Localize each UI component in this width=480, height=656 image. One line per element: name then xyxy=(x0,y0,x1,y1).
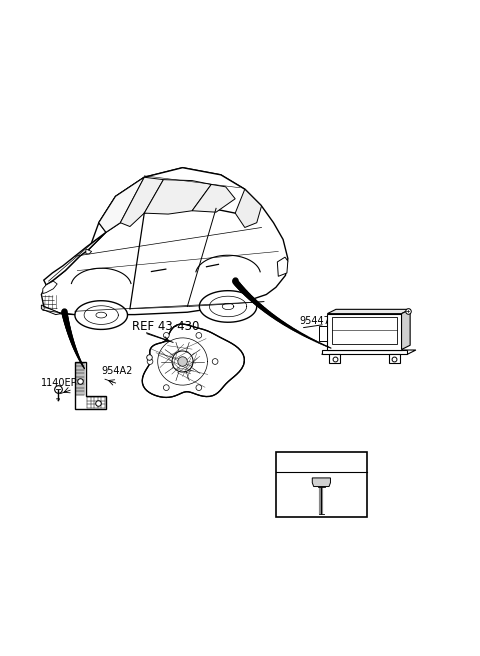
Bar xyxy=(276,453,367,517)
Polygon shape xyxy=(199,291,257,322)
Polygon shape xyxy=(147,359,153,364)
Polygon shape xyxy=(212,359,218,364)
Polygon shape xyxy=(329,354,340,363)
Polygon shape xyxy=(322,350,407,354)
Polygon shape xyxy=(332,318,397,344)
Polygon shape xyxy=(43,281,57,293)
Polygon shape xyxy=(142,324,244,398)
Polygon shape xyxy=(178,357,187,366)
Polygon shape xyxy=(44,232,106,285)
Text: 95466: 95466 xyxy=(304,457,339,467)
Polygon shape xyxy=(163,333,169,338)
Polygon shape xyxy=(41,168,288,315)
Polygon shape xyxy=(172,351,193,372)
Text: REF 43-430: REF 43-430 xyxy=(132,319,200,333)
Polygon shape xyxy=(192,184,235,212)
Polygon shape xyxy=(41,305,60,315)
Polygon shape xyxy=(402,310,410,350)
Polygon shape xyxy=(99,168,262,232)
Polygon shape xyxy=(196,333,202,338)
Polygon shape xyxy=(75,361,106,409)
Polygon shape xyxy=(319,326,327,340)
Polygon shape xyxy=(327,314,402,350)
Text: 1140EP: 1140EP xyxy=(41,378,78,388)
Polygon shape xyxy=(277,257,288,276)
Polygon shape xyxy=(322,350,416,354)
Polygon shape xyxy=(389,354,400,363)
Polygon shape xyxy=(99,177,144,232)
Text: 95447A: 95447A xyxy=(300,316,337,326)
Polygon shape xyxy=(327,310,410,314)
Polygon shape xyxy=(235,189,262,228)
Text: 13375: 13375 xyxy=(333,316,364,326)
Text: 1339CC: 1339CC xyxy=(333,327,372,338)
Polygon shape xyxy=(86,249,92,254)
Polygon shape xyxy=(75,300,128,329)
Polygon shape xyxy=(196,385,202,390)
Polygon shape xyxy=(163,385,169,390)
Text: 954A2: 954A2 xyxy=(101,366,132,376)
Polygon shape xyxy=(312,478,330,487)
Polygon shape xyxy=(144,180,211,214)
Polygon shape xyxy=(120,177,163,226)
